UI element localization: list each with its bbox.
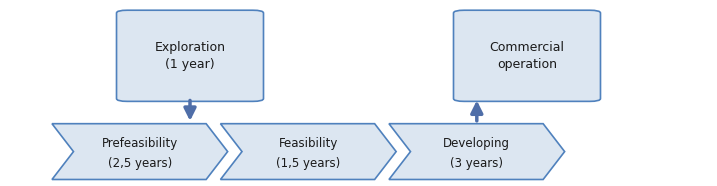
Text: (2,5 years): (2,5 years) bbox=[108, 157, 172, 170]
Text: Exploration
(1 year): Exploration (1 year) bbox=[154, 41, 226, 71]
Text: (3 years): (3 years) bbox=[450, 157, 503, 170]
FancyBboxPatch shape bbox=[116, 10, 264, 101]
Text: Feasibility: Feasibility bbox=[279, 137, 338, 150]
FancyBboxPatch shape bbox=[453, 10, 600, 101]
Polygon shape bbox=[221, 124, 396, 179]
Text: Prefeasibility: Prefeasibility bbox=[102, 137, 178, 150]
Text: (1,5 years): (1,5 years) bbox=[276, 157, 341, 170]
Text: Commercial
operation: Commercial operation bbox=[490, 41, 564, 71]
Polygon shape bbox=[52, 124, 228, 179]
Polygon shape bbox=[389, 124, 565, 179]
Text: Developing: Developing bbox=[443, 137, 511, 150]
